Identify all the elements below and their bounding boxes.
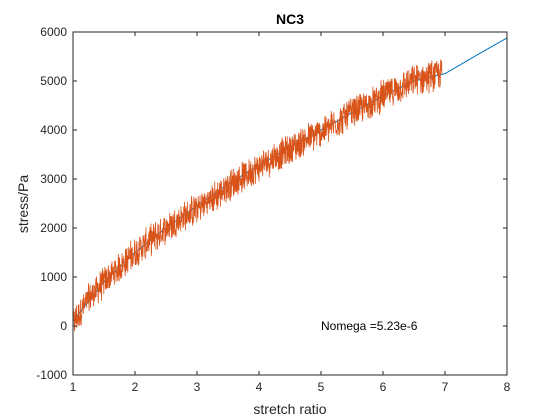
x-axis-label: stretch ratio [253, 401, 326, 417]
series-line-1 [72, 59, 443, 332]
y-axis-label: stress/Pa [15, 175, 31, 234]
y-tick-label: 6000 [40, 25, 67, 39]
y-tick-label: 3000 [40, 172, 67, 186]
x-tick-label: 7 [442, 380, 449, 394]
x-tick-label: 2 [132, 380, 139, 394]
y-axis: -1000 0 1000 2000 3000 4000 5000 6000 [36, 25, 507, 382]
y-tick-label: 2000 [40, 221, 67, 235]
series-layer [72, 37, 508, 332]
x-tick-label: 3 [194, 380, 201, 394]
x-axis: 1 2 3 4 5 6 7 8 [70, 32, 511, 394]
x-tick-label: 1 [70, 380, 77, 394]
x-tick-label: 6 [380, 380, 387, 394]
axes-box [72, 31, 508, 376]
x-tick-label: 5 [318, 380, 325, 394]
plot-area [73, 32, 507, 375]
y-tick-label: -1000 [36, 368, 67, 382]
y-tick-label: 4000 [40, 123, 67, 137]
chart-title: NC3 [276, 11, 304, 27]
annotation-label: Nomega =5.23e-6 [321, 319, 418, 333]
y-tick-label: 0 [60, 319, 67, 333]
x-tick-label: 4 [256, 380, 263, 394]
x-tick-label: 8 [504, 380, 511, 394]
y-tick-label: 1000 [40, 270, 67, 284]
y-tick-label: 5000 [40, 74, 67, 88]
